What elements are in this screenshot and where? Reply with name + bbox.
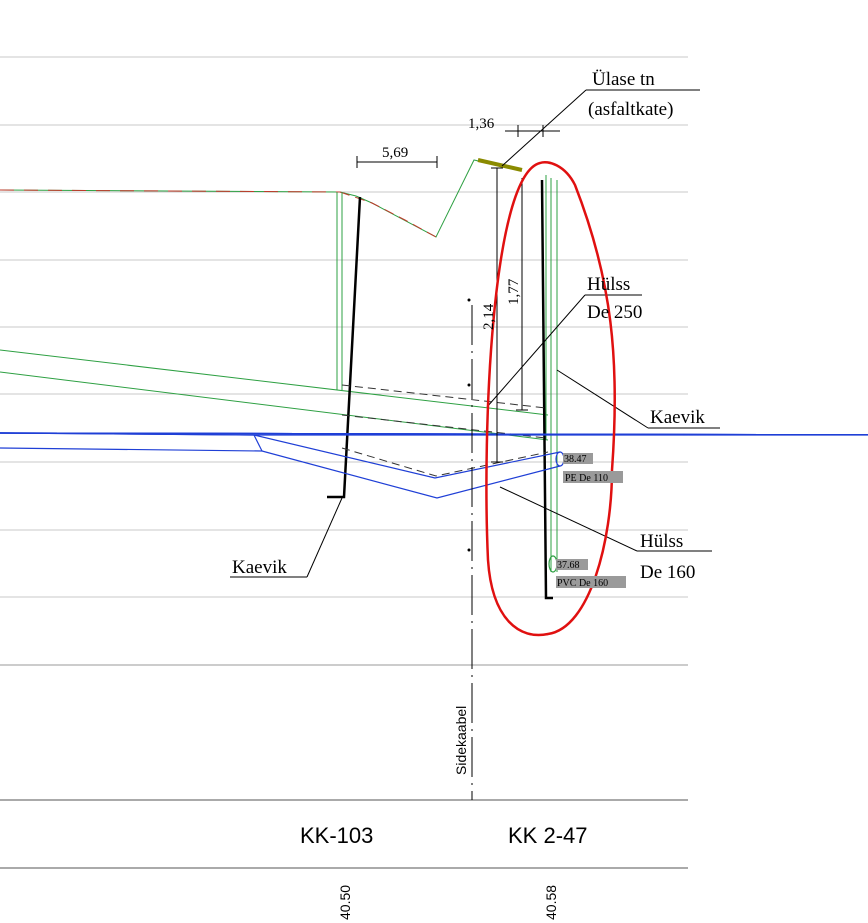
grid-lines	[0, 56, 688, 598]
asphalt-surface	[477, 158, 523, 172]
pvc-level: 37.68	[557, 560, 580, 571]
sleeve-250-label: Hülss	[587, 274, 630, 295]
pvc-level-bg	[556, 559, 588, 570]
pvc-pipe-end	[548, 555, 558, 573]
dimension-width-a: 5,69	[382, 145, 408, 161]
road-surface-type: (asfaltkate)	[588, 99, 673, 120]
dimension-width-b: 1,36	[468, 116, 495, 132]
pe-type-bg	[563, 471, 623, 483]
red-markup-circle	[485, 161, 617, 637]
elevation-right: 40.58	[543, 885, 559, 920]
ground-profile	[0, 158, 523, 238]
station-left: KK-103	[300, 823, 373, 848]
trench-walls-green	[0, 175, 558, 572]
road-surface-label: Ülase tn	[592, 69, 655, 90]
elevation-left: 40.50	[337, 885, 353, 920]
cable-axis	[467, 298, 473, 800]
dimension-lines	[356, 125, 560, 463]
trench-outline	[327, 179, 553, 600]
sleeve-160-label: Hülss	[640, 531, 683, 552]
pe-level-bg	[563, 453, 593, 464]
pvc-type: PVC De 160	[557, 578, 608, 589]
pvc-type-bg	[556, 576, 626, 588]
pe-pipe	[0, 432, 868, 436]
dimension-depth-a: 2,14	[481, 303, 497, 330]
dimension-depth-b: 1,77	[506, 278, 522, 305]
pe-level: 38.47	[564, 454, 587, 465]
leader-lines	[230, 89, 720, 578]
sleeve-250-size: De 250	[587, 302, 642, 323]
trench-left-label: Kaevik	[232, 557, 287, 578]
trench-right-label: Kaevik	[650, 407, 705, 428]
pe-pipe-pair	[0, 432, 561, 499]
side-cable-label: Sidekaabel	[453, 706, 469, 775]
sleeve-160-size: De 160	[640, 562, 695, 583]
pe-type: PE De 110	[565, 473, 608, 484]
station-right: KK 2-47	[508, 823, 588, 848]
